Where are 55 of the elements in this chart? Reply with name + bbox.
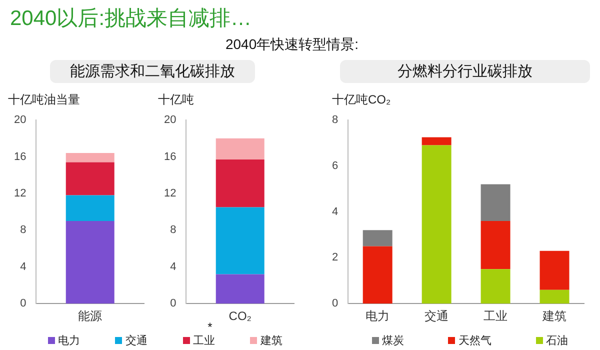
- x-tick-label: 工业: [484, 309, 508, 324]
- bar: [216, 274, 264, 304]
- y-tick-label: 6: [332, 160, 338, 172]
- bar: [216, 207, 264, 274]
- y-axis-title: 十亿吨: [158, 92, 194, 106]
- bar: [216, 138, 264, 160]
- bar: [480, 269, 510, 304]
- y-tick-label: 2: [332, 252, 338, 264]
- y-tick-label: 4: [20, 260, 26, 273]
- bar: [66, 220, 114, 304]
- text: *: [206, 320, 214, 334]
- x-tick-label: 能源: [78, 309, 102, 324]
- y-tick-label: 12: [164, 187, 176, 200]
- legend-label: 交通: [125, 334, 148, 348]
- bar: [66, 153, 114, 162]
- bar: [422, 137, 452, 146]
- text: 能源需求和二氧化碳排放: [50, 60, 255, 83]
- y-tick-label: 16: [164, 150, 176, 163]
- y-tick-label: 0: [20, 298, 26, 310]
- y-tick-label: 8: [20, 224, 26, 236]
- y-tick-label: 8: [332, 114, 338, 126]
- y-tick-label: 8: [170, 224, 176, 236]
- legend-label: 电力: [58, 334, 80, 348]
- y-tick-label: 12: [14, 187, 26, 200]
- chart-subtitle: 2040年快速转型情景:: [224, 36, 360, 54]
- bar: [480, 184, 510, 221]
- legend-label: 石油: [546, 334, 568, 348]
- legend-label: 天然气: [458, 334, 492, 348]
- bar: [362, 246, 392, 304]
- y-tick-label: 20: [14, 114, 26, 126]
- y-tick-label: 4: [332, 206, 338, 218]
- x-tick-label: 交通: [424, 309, 449, 324]
- x-tick-label: CO₂: [228, 309, 252, 324]
- chart-title: 分燃料分行业碳排放: [340, 60, 590, 83]
- bar: [362, 230, 392, 246]
- bar: [66, 195, 114, 221]
- y-axis-title: 十亿吨油当量: [8, 92, 80, 106]
- bar: [540, 290, 570, 304]
- y-tick-label: 0: [170, 298, 176, 310]
- y-tick-label: 16: [14, 150, 26, 163]
- bar: [216, 159, 264, 208]
- bar: [422, 145, 452, 304]
- legend-label: 煤炭: [382, 334, 404, 348]
- y-tick-label: 20: [164, 114, 176, 126]
- bar: [480, 220, 510, 270]
- legend-label: 工业: [192, 334, 215, 348]
- x-tick-label: 电力: [366, 309, 390, 324]
- bar: [540, 250, 570, 290]
- y-tick-label: 4: [170, 260, 176, 273]
- y-axis-title: 十亿吨CO₂: [332, 92, 391, 106]
- x-tick-label: 建筑: [542, 309, 567, 324]
- bar: [66, 162, 114, 196]
- legend-label: 建筑: [260, 334, 282, 348]
- y-tick-label: 0: [332, 298, 338, 310]
- chart-title: 2040以后:挑战来自减排…: [10, 6, 252, 32]
